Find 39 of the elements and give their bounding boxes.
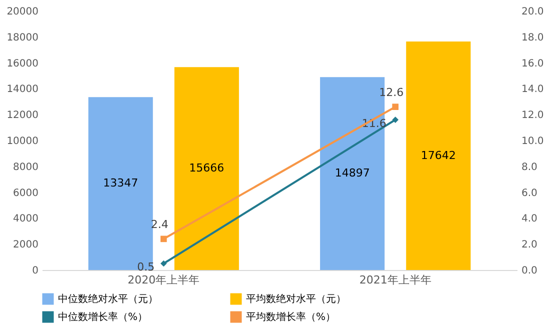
legend-label: 中位数绝对水平（元） bbox=[58, 293, 158, 305]
data-label: 17642 bbox=[420, 148, 456, 162]
data-label: 14897 bbox=[334, 166, 370, 180]
point bbox=[392, 104, 399, 110]
point bbox=[160, 260, 167, 267]
point bbox=[160, 236, 167, 242]
bar bbox=[174, 67, 239, 270]
y-tick-label: 6000 bbox=[13, 188, 38, 199]
y-tick-label: 8000 bbox=[13, 162, 38, 173]
y2-tick-label: 16.0 bbox=[522, 58, 544, 70]
y2-tick-label: 2.0 bbox=[522, 240, 538, 251]
y-tick-label: 12000 bbox=[6, 110, 38, 122]
legend-label: 中位数增长率（%） bbox=[58, 311, 148, 323]
x-tick-label: 2021年上半年 bbox=[359, 274, 432, 286]
y-tick-label: 18000 bbox=[6, 32, 38, 44]
point bbox=[392, 116, 399, 123]
y2-tick-label: 4.0 bbox=[522, 214, 538, 225]
y-tick-label: 16000 bbox=[6, 58, 38, 70]
legend-label: 平均数绝对水平（元） bbox=[246, 293, 346, 305]
y2-tick-label: 18.0 bbox=[522, 32, 544, 44]
y2-tick-label: 10.0 bbox=[522, 136, 544, 147]
x-tick-label: 2020年上半年 bbox=[128, 274, 200, 286]
data-label: 13347 bbox=[103, 176, 138, 190]
y-tick-label: 10000 bbox=[6, 136, 38, 147]
y2-tick-label: 20.0 bbox=[522, 6, 544, 18]
y2-tick-label: 12.0 bbox=[522, 110, 544, 122]
y-tick-label: 4000 bbox=[13, 214, 38, 225]
y2-tick-label: 6.0 bbox=[522, 188, 538, 199]
bar bbox=[406, 42, 471, 270]
y-tick-label: 0 bbox=[32, 266, 38, 276]
y2-tick-label: 14.0 bbox=[522, 84, 544, 96]
y2-tick-label: 0.0 bbox=[522, 266, 538, 276]
data-label: 15666 bbox=[189, 162, 224, 175]
y-tick-label: 2000 bbox=[13, 240, 38, 251]
legend-label: 平均数增长率（%） bbox=[246, 311, 336, 323]
y-tick-label: 14000 bbox=[6, 84, 38, 96]
y-tick-label: 20000 bbox=[6, 6, 38, 18]
y2-tick-label: 8.0 bbox=[522, 162, 538, 173]
bar bbox=[88, 97, 153, 270]
